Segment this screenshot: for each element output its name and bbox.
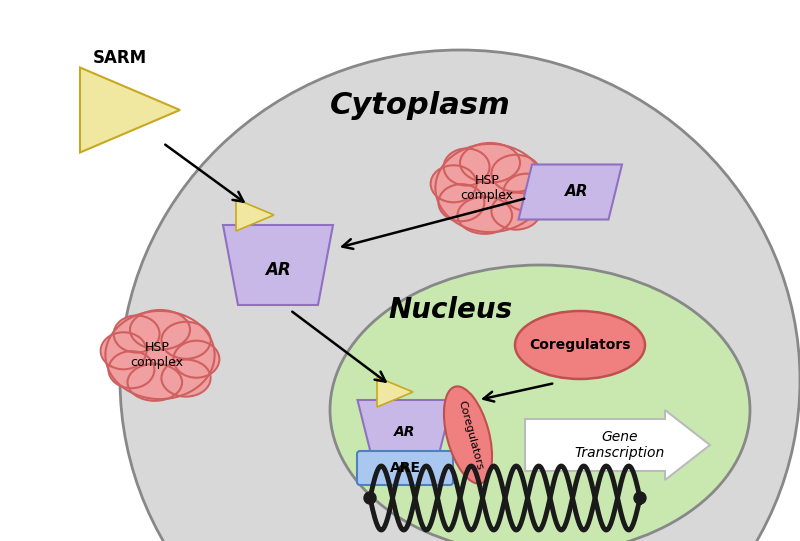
Text: AR: AR: [265, 261, 291, 279]
Polygon shape: [223, 225, 333, 305]
Ellipse shape: [515, 311, 645, 379]
Ellipse shape: [432, 166, 475, 201]
Ellipse shape: [462, 144, 518, 182]
Text: Nucleus: Nucleus: [388, 296, 512, 324]
Text: Coregulators: Coregulators: [530, 338, 630, 352]
Ellipse shape: [102, 333, 146, 368]
Polygon shape: [377, 377, 413, 407]
Ellipse shape: [108, 313, 212, 397]
Ellipse shape: [330, 265, 750, 541]
Text: AR: AR: [394, 425, 416, 439]
FancyArrow shape: [525, 410, 710, 480]
Ellipse shape: [162, 360, 210, 395]
Text: AR: AR: [566, 184, 589, 200]
FancyBboxPatch shape: [357, 451, 453, 485]
Ellipse shape: [444, 386, 492, 484]
Text: ARE: ARE: [390, 461, 421, 475]
Ellipse shape: [114, 316, 158, 352]
Ellipse shape: [110, 352, 154, 387]
Ellipse shape: [174, 341, 218, 377]
Polygon shape: [518, 164, 622, 220]
Text: Coregulators: Coregulators: [456, 399, 484, 471]
Text: Gene
Transcription: Gene Transcription: [575, 430, 665, 460]
Text: HSP
complex: HSP complex: [130, 341, 183, 369]
Ellipse shape: [131, 311, 189, 349]
Ellipse shape: [445, 149, 489, 184]
Ellipse shape: [459, 197, 511, 233]
Polygon shape: [358, 400, 453, 460]
Text: Cytoplasm: Cytoplasm: [330, 90, 510, 120]
Ellipse shape: [162, 322, 210, 358]
Ellipse shape: [493, 194, 539, 229]
Text: HSP
complex: HSP complex: [461, 174, 514, 202]
Ellipse shape: [120, 50, 800, 541]
Circle shape: [364, 492, 376, 504]
Ellipse shape: [505, 175, 548, 210]
Ellipse shape: [129, 365, 181, 400]
Ellipse shape: [493, 156, 539, 191]
Polygon shape: [80, 68, 180, 153]
Polygon shape: [236, 199, 274, 231]
Ellipse shape: [438, 146, 542, 230]
Circle shape: [634, 492, 646, 504]
Ellipse shape: [439, 185, 483, 220]
Text: SARM: SARM: [93, 49, 147, 67]
